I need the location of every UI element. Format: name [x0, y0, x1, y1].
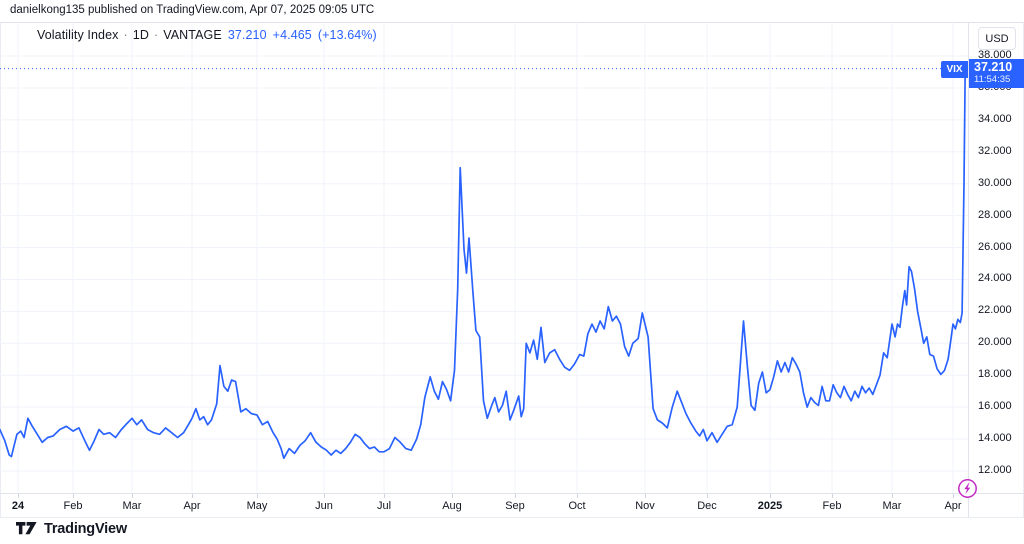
time-axis-tick [953, 494, 954, 498]
legend-separator: · [123, 28, 128, 42]
price-axis-label[interactable]: 24.000 [978, 272, 1012, 285]
price-line-series[interactable] [0, 67, 967, 460]
price-axis-separator [968, 22, 969, 517]
tradingview-logo-link[interactable]: TradingView [16, 521, 127, 537]
time-axis-separator [0, 493, 1024, 494]
time-axis-label[interactable]: Oct [568, 500, 586, 512]
legend-last-price: 37.210 [227, 28, 267, 42]
time-axis-label[interactable]: Aug [442, 500, 462, 512]
symbol-badge: VIX [941, 61, 968, 78]
price-axis-label[interactable]: 18.000 [978, 368, 1012, 381]
time-axis-tick [515, 494, 516, 498]
time-axis-label[interactable]: 2025 [757, 500, 783, 512]
price-axis-label[interactable]: 14.000 [978, 432, 1012, 445]
price-axis-label[interactable]: 32.000 [978, 144, 1012, 157]
time-axis-label[interactable]: Sep [505, 500, 525, 512]
time-axis-label[interactable]: Feb [63, 500, 83, 512]
time-axis-tick [132, 494, 133, 498]
time-axis-tick [192, 494, 193, 498]
time-axis-label[interactable]: Dec [697, 500, 717, 512]
time-axis-tick [73, 494, 74, 498]
price-axis-label[interactable]: 34.000 [978, 112, 1012, 125]
tradingview-logo-text: TradingView [44, 521, 127, 537]
attribution-text: danielkong135 published on TradingView.c… [10, 4, 375, 16]
time-axis-tick [384, 494, 385, 498]
time-axis-label[interactable]: May [246, 500, 268, 512]
tradingview-logo-icon [16, 522, 37, 535]
price-axis-label[interactable]: 12.000 [978, 463, 1012, 476]
time-axis-tick [18, 494, 19, 498]
time-axis-label[interactable]: Mar [122, 500, 142, 512]
time-axis-label[interactable]: Apr [944, 500, 962, 512]
time-axis-tick [832, 494, 833, 498]
price-axis-label[interactable]: 30.000 [978, 176, 1012, 189]
price-axis-label[interactable]: 38.000 [978, 49, 1012, 62]
time-axis-label[interactable]: Mar [882, 500, 902, 512]
time-axis-tick [707, 494, 708, 498]
time-axis-tick [257, 494, 258, 498]
time-axis-label[interactable]: Jun [315, 500, 333, 512]
price-axis-label[interactable]: 20.000 [978, 336, 1012, 349]
widget-border-top [0, 22, 1024, 23]
time-axis-tick [577, 494, 578, 498]
widget-border-left [0, 22, 1, 517]
chart-legend: Volatility Index · 1D · VANTAGE 37.210 +4.465 (… [37, 28, 377, 42]
last-price-value: 37.210 [974, 60, 1013, 74]
chart-pane[interactable] [0, 22, 968, 493]
legend-price-change: +4.465 [272, 28, 312, 42]
price-axis-label[interactable]: 28.000 [978, 208, 1012, 221]
price-axis-label[interactable]: 22.000 [978, 304, 1012, 317]
legend-symbol-title: Volatility Index [37, 28, 119, 42]
price-axis-label[interactable]: 16.000 [978, 400, 1012, 413]
legend-price-change-pct: (+13.64%) [317, 28, 377, 42]
time-axis-label[interactable]: Feb [822, 500, 842, 512]
flash-icon[interactable] [957, 478, 978, 499]
widget-border-bottom [0, 517, 1024, 518]
time-axis-tick [892, 494, 893, 498]
time-axis-tick [324, 494, 325, 498]
legend-timeframe: 1D [132, 28, 149, 42]
time-axis-tick [452, 494, 453, 498]
price-axis-label[interactable]: 26.000 [978, 240, 1012, 253]
time-axis-label[interactable]: Apr [183, 500, 201, 512]
time-axis-tick [770, 494, 771, 498]
currency-button[interactable]: USD [978, 27, 1016, 50]
time-axis-label[interactable]: Jul [376, 500, 392, 512]
legend-separator: · [153, 28, 159, 42]
time-axis-label[interactable]: 24 [11, 500, 25, 512]
time-axis-tick [645, 494, 646, 498]
legend-data-provider: VANTAGE [163, 28, 222, 42]
lightning-bolt-icon [964, 482, 971, 495]
last-price-label: 37.210 11:54:35 [969, 59, 1024, 88]
last-price-time: 11:54:35 [974, 74, 1011, 85]
time-axis-label[interactable]: Nov [635, 500, 655, 512]
